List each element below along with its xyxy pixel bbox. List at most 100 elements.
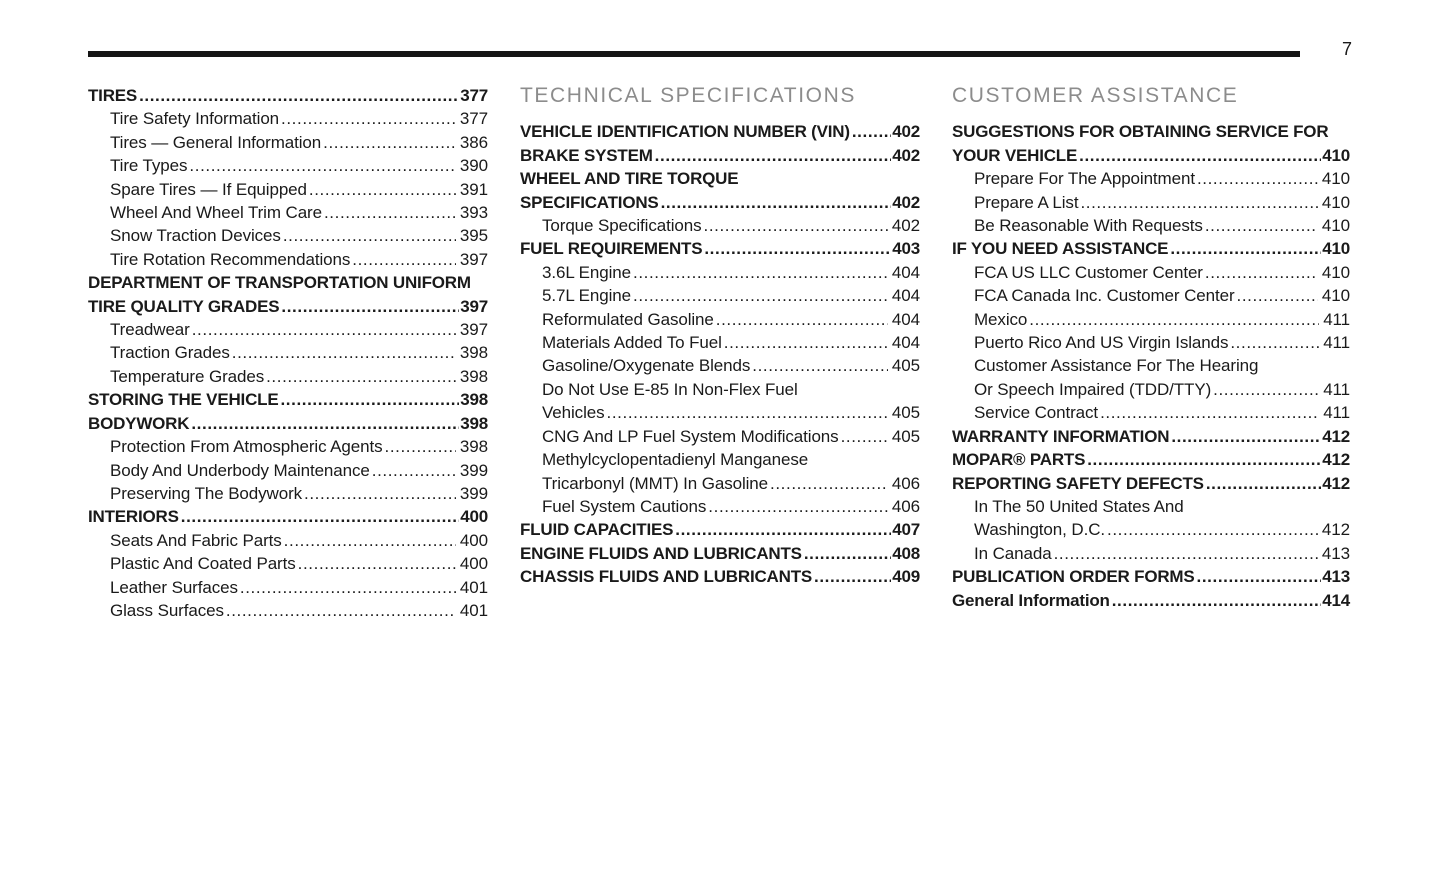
toc-entry-label: Mexico [974, 309, 1028, 329]
dot-leader [1205, 214, 1318, 237]
dot-leader [284, 529, 456, 552]
toc-entry-label: TIRE QUALITY GRADES [88, 296, 280, 316]
toc-entry-label: Gasoline/Oxygenate Blends [542, 356, 751, 376]
toc-entry-label: BRAKE SYSTEM [520, 145, 653, 165]
page-ref: 377 [460, 86, 488, 105]
page-ref: 399 [459, 460, 488, 480]
toc-entry: BRAKE SYSTEM 402 [520, 144, 920, 167]
toc-entry-row: Tire Types 390 [110, 154, 488, 177]
dot-leader [232, 341, 456, 364]
toc-entry-row: Tire Safety Information 377 [110, 107, 488, 130]
toc-entry-label: Plastic And Coated Parts [110, 554, 296, 574]
toc-entry-label: Or Speech Impaired (TDD/TTY) [974, 379, 1212, 399]
toc-entry-row: Wheel And Wheel Trim Care 393 [110, 201, 488, 224]
toc-entry-row: BRAKE SYSTEM 402 [520, 144, 920, 167]
toc-column-1: TIRES377Tire Safety Information377Tires … [88, 84, 488, 622]
toc-entry-label: Tricarbonyl (MMT) In Gasoline [542, 473, 769, 493]
page-ref: 398 [459, 437, 488, 457]
dot-leader [324, 201, 456, 224]
dot-leader [1087, 448, 1321, 471]
toc-entry-label: FCA US LLC Customer Center [974, 262, 1203, 282]
toc-entry-row: 5.7L Engine 404 [542, 284, 920, 307]
toc-entry-label: CHASSIS FLUIDS AND LUBRICANTS [520, 567, 813, 587]
toc-entry-row: Vehicles 405 [542, 401, 920, 424]
dot-leader [304, 482, 456, 505]
toc-entry-row: Mexico 411 [974, 308, 1350, 331]
toc-entry-row: Treadwear 397 [110, 318, 488, 341]
toc-entry-line: WHEEL AND TIRE TORQUE [520, 169, 739, 189]
page-ref: 402 [891, 216, 920, 236]
dot-leader [633, 261, 888, 284]
toc-entry-label: In Canada [974, 543, 1052, 563]
toc-entry-row: CNG And LP Fuel System Modifications 405 [542, 425, 920, 448]
dot-leader [226, 599, 456, 622]
toc-entry: Prepare A List 410 [952, 191, 1350, 214]
page-ref: 407 [892, 520, 920, 540]
dot-leader [1237, 284, 1318, 307]
toc-entry-row: Prepare A List 410 [974, 191, 1350, 214]
toc-entry-row: FUEL REQUIREMENTS 403 [520, 237, 920, 260]
page-ref: 393 [459, 203, 488, 223]
toc-entry-label: BODYWORK [88, 413, 190, 433]
toc-entry-row: Gasoline/Oxygenate Blends 405 [542, 354, 920, 377]
toc-entry: Treadwear 397 [88, 318, 488, 341]
toc-entry: INTERIORS 400 [88, 505, 488, 528]
dot-leader [323, 131, 456, 154]
toc-entry: Temperature Grades 398 [88, 365, 488, 388]
dot-leader [704, 214, 888, 237]
dot-leader [704, 237, 891, 260]
toc-entry-label: 5.7L Engine [542, 286, 632, 306]
toc-entry: Be Reasonable With Requests 410 [952, 214, 1350, 237]
toc-entry-row: Body And Underbody Maintenance 399 [110, 459, 488, 482]
toc-entry: STORING THE VEHICLE 398 [88, 388, 488, 411]
dot-leader [372, 459, 456, 482]
toc-entry-row: Preserving The Bodywork 399 [110, 482, 488, 505]
toc-entry: Gasoline/Oxygenate Blends 405 [520, 354, 920, 377]
page-ref: 411 [1323, 403, 1350, 423]
toc-entry-label: Protection From Atmospheric Agents [110, 437, 383, 457]
dot-leader [1197, 565, 1322, 588]
page-ref: 413 [1322, 567, 1350, 587]
dot-leader [1054, 542, 1318, 565]
toc-entry-row: Materials Added To Fuel 404 [542, 331, 920, 354]
toc-entry-label: Wheel And Wheel Trim Care [110, 203, 322, 223]
toc-entry-row: TIRE QUALITY GRADES 397 [88, 295, 488, 318]
toc-entry-row: FCA US LLC Customer Center 410 [974, 261, 1350, 284]
toc-entry-row: Reformulated Gasoline 404 [542, 308, 920, 331]
toc-entry: Tire Rotation Recommendations 397 [88, 248, 488, 271]
toc-entry-label: Body And Underbody Maintenance [110, 460, 370, 480]
dot-leader [189, 154, 456, 177]
toc-entry: Methylcyclopentadienyl Manganese Tricarbo… [520, 448, 920, 495]
toc-entry-label: Spare Tires — If Equipped [110, 179, 307, 199]
toc-entry: WARRANTY INFORMATION 412 [952, 425, 1350, 448]
dot-leader [655, 144, 892, 167]
page-ref: 405 [891, 426, 920, 446]
dot-leader [181, 505, 459, 528]
toc-entry-row: Prepare For The Appointment 410 [974, 167, 1350, 190]
page-ref: 397 [460, 296, 488, 316]
toc-entry: CHASSIS FLUIDS AND LUBRICANTS 409 [520, 565, 920, 588]
toc-entry-row: Traction Grades 398 [110, 341, 488, 364]
toc-entry-row: Puerto Rico And US Virgin Islands 411 [974, 331, 1350, 354]
toc-entry: FUEL REQUIREMENTS 403 [520, 237, 920, 260]
toc-entry-label: FCA Canada Inc. Customer Center [974, 286, 1235, 306]
toc-entry-label: VEHICLE IDENTIFICATION NUMBER (VIN) [520, 122, 850, 142]
toc-entry-label: Snow Traction Devices [110, 226, 281, 246]
toc-entry-label: Torque Specifications [542, 216, 702, 236]
toc-column-3: CUSTOMER ASSISTANCE SUGGESTIONS FOR OBTAI… [952, 84, 1350, 622]
toc-entry-line: Customer Assistance For The Hearing [974, 356, 1259, 376]
dot-leader [192, 318, 456, 341]
page-ref: 413 [1321, 543, 1350, 563]
toc-entry: Customer Assistance For The Hearing Or Sp… [952, 354, 1350, 401]
page-ref: 398 [460, 413, 488, 433]
toc-entry-label: Temperature Grades [110, 366, 265, 386]
toc-entry: BODYWORK 398 [88, 412, 488, 435]
page-ref: 410 [1321, 169, 1350, 189]
toc-entry-label: FLUID CAPACITIES [520, 520, 674, 540]
page-ref: 411 [1323, 309, 1350, 329]
page-ref: 405 [891, 403, 920, 423]
toc-entry-label: Prepare A List [974, 192, 1079, 212]
toc-entry: FCA US LLC Customer Center 410 [952, 261, 1350, 284]
toc-entry-label: STORING THE VEHICLE [88, 390, 279, 410]
dot-leader [752, 354, 888, 377]
